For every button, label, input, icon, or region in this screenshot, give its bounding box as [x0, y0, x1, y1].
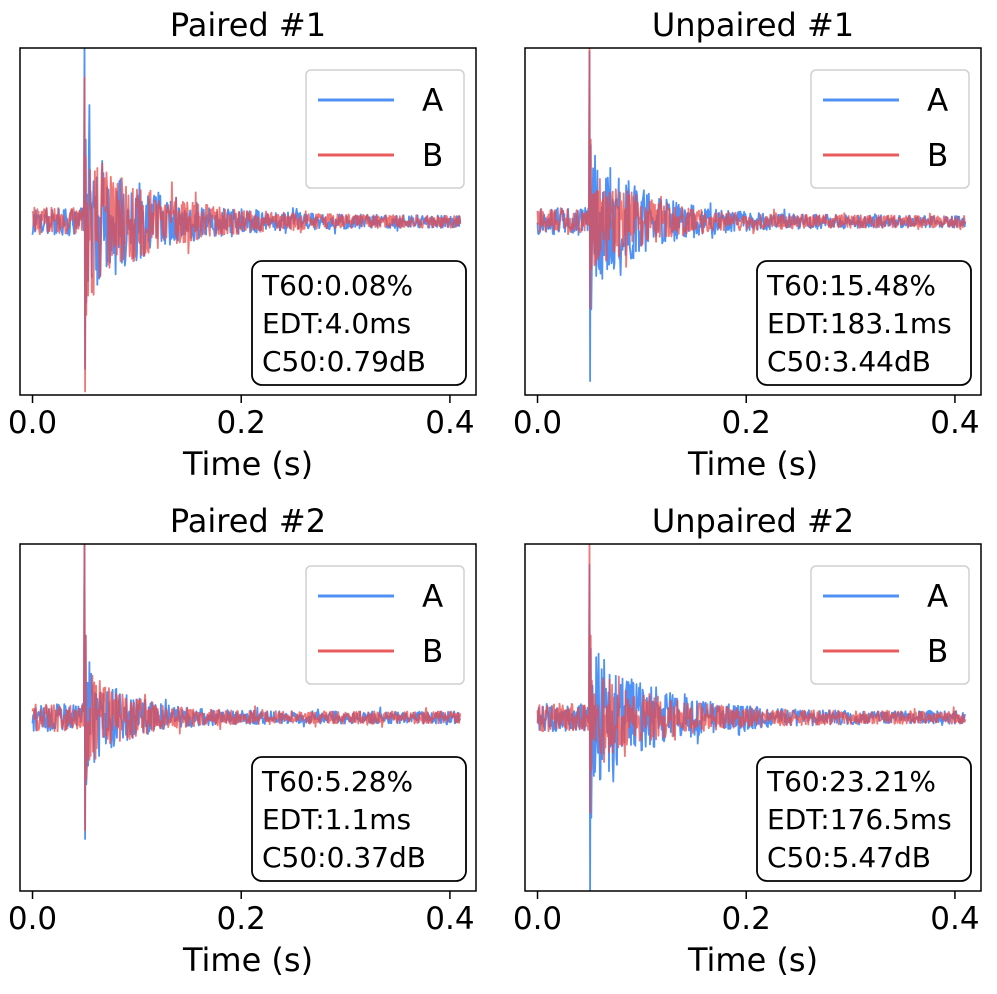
chart-title: Paired #1	[170, 6, 326, 44]
legend-label-b: B	[422, 634, 443, 670]
stats-box	[251, 260, 467, 386]
legend-label-a: A	[422, 83, 443, 119]
legend-label-b: B	[927, 634, 948, 670]
chart-panel-1: Paired #1 0.0 0.2 0.4 Time (s) AB T60:0.08% EDT…	[8, 6, 477, 483]
axes-frame	[19, 543, 477, 892]
stats-line: T60:15.48%	[766, 269, 936, 302]
stats-line: T60:5.28%	[261, 765, 413, 798]
x-axis-label: Time (s)	[687, 445, 818, 483]
x-tick-label: 0.4	[930, 901, 979, 937]
series-line-b	[536, 48, 966, 310]
x-axis-label: Time (s)	[182, 941, 313, 979]
axes-frame	[524, 543, 982, 892]
x-tick-label: 0.2	[722, 901, 771, 937]
stats-line: EDT:176.5ms	[767, 803, 952, 836]
stats-line: EDT:1.1ms	[262, 803, 411, 836]
x-axis-label: Time (s)	[687, 941, 818, 979]
stats-box	[251, 756, 467, 882]
series-line-b	[536, 544, 967, 814]
x-tick-label: 0.4	[425, 901, 474, 937]
chart-panel-3: Paired #2 0.0 0.2 0.4 Time (s) AB T60:5.28% EDT…	[8, 502, 477, 979]
stats-annotation: T60:15.48% EDT:183.1ms C50:3.44dB	[756, 260, 972, 386]
legend-label-a: A	[927, 83, 948, 119]
legend: AB	[305, 69, 465, 189]
x-tick-label: 0.4	[930, 405, 979, 441]
stats-box	[756, 260, 972, 386]
stats-annotation: T60:23.21% EDT:176.5ms C50:5.47dB	[756, 756, 972, 882]
chart-title: Paired #2	[170, 502, 326, 540]
stats-line: C50:0.37dB	[262, 841, 426, 874]
stats-annotation: T60:0.08% EDT:4.0ms C50:0.79dB	[251, 260, 467, 386]
series-line-b	[31, 544, 462, 832]
x-tick-label: 0.0	[8, 901, 57, 937]
stats-line: EDT:183.1ms	[767, 307, 952, 340]
legend: AB	[810, 565, 970, 685]
stats-line: T60:23.21%	[766, 765, 936, 798]
x-tick-label: 0.2	[217, 901, 266, 937]
stats-line: C50:5.47dB	[767, 841, 931, 874]
x-tick-label: 0.4	[425, 405, 474, 441]
legend-label-b: B	[422, 138, 443, 174]
x-tick-label: 0.2	[217, 405, 266, 441]
axes-frame	[524, 47, 982, 396]
stats-annotation: T60:5.28% EDT:1.1ms C50:0.37dB	[251, 756, 467, 882]
stats-line: C50:0.79dB	[262, 345, 426, 378]
stats-box	[756, 756, 972, 882]
x-tick-label: 0.0	[513, 405, 562, 441]
stats-line: EDT:4.0ms	[262, 307, 411, 340]
series-line-b	[31, 76, 462, 393]
stats-line: C50:3.44dB	[767, 345, 931, 378]
chart-panel-4: Unpaired #2 0.0 0.2 0.4 Time (s) AB T60:23.21%…	[513, 502, 982, 979]
legend-label-a: A	[422, 579, 443, 615]
chart-title: Unpaired #2	[652, 502, 854, 540]
legend-label-b: B	[927, 138, 948, 174]
chart-panel-2: Unpaired #1 0.0 0.2 0.4 Time (s) AB T60:15.48%…	[513, 6, 982, 483]
x-axis-label: Time (s)	[182, 445, 313, 483]
legend: AB	[810, 69, 970, 189]
legend: AB	[305, 565, 465, 685]
legend-label-a: A	[927, 579, 948, 615]
stats-line: T60:0.08%	[261, 269, 413, 302]
chart-title: Unpaired #1	[652, 6, 854, 44]
axes-frame	[19, 47, 477, 396]
x-tick-label: 0.0	[8, 405, 57, 441]
x-tick-label: 0.2	[722, 405, 771, 441]
x-tick-label: 0.0	[513, 901, 562, 937]
